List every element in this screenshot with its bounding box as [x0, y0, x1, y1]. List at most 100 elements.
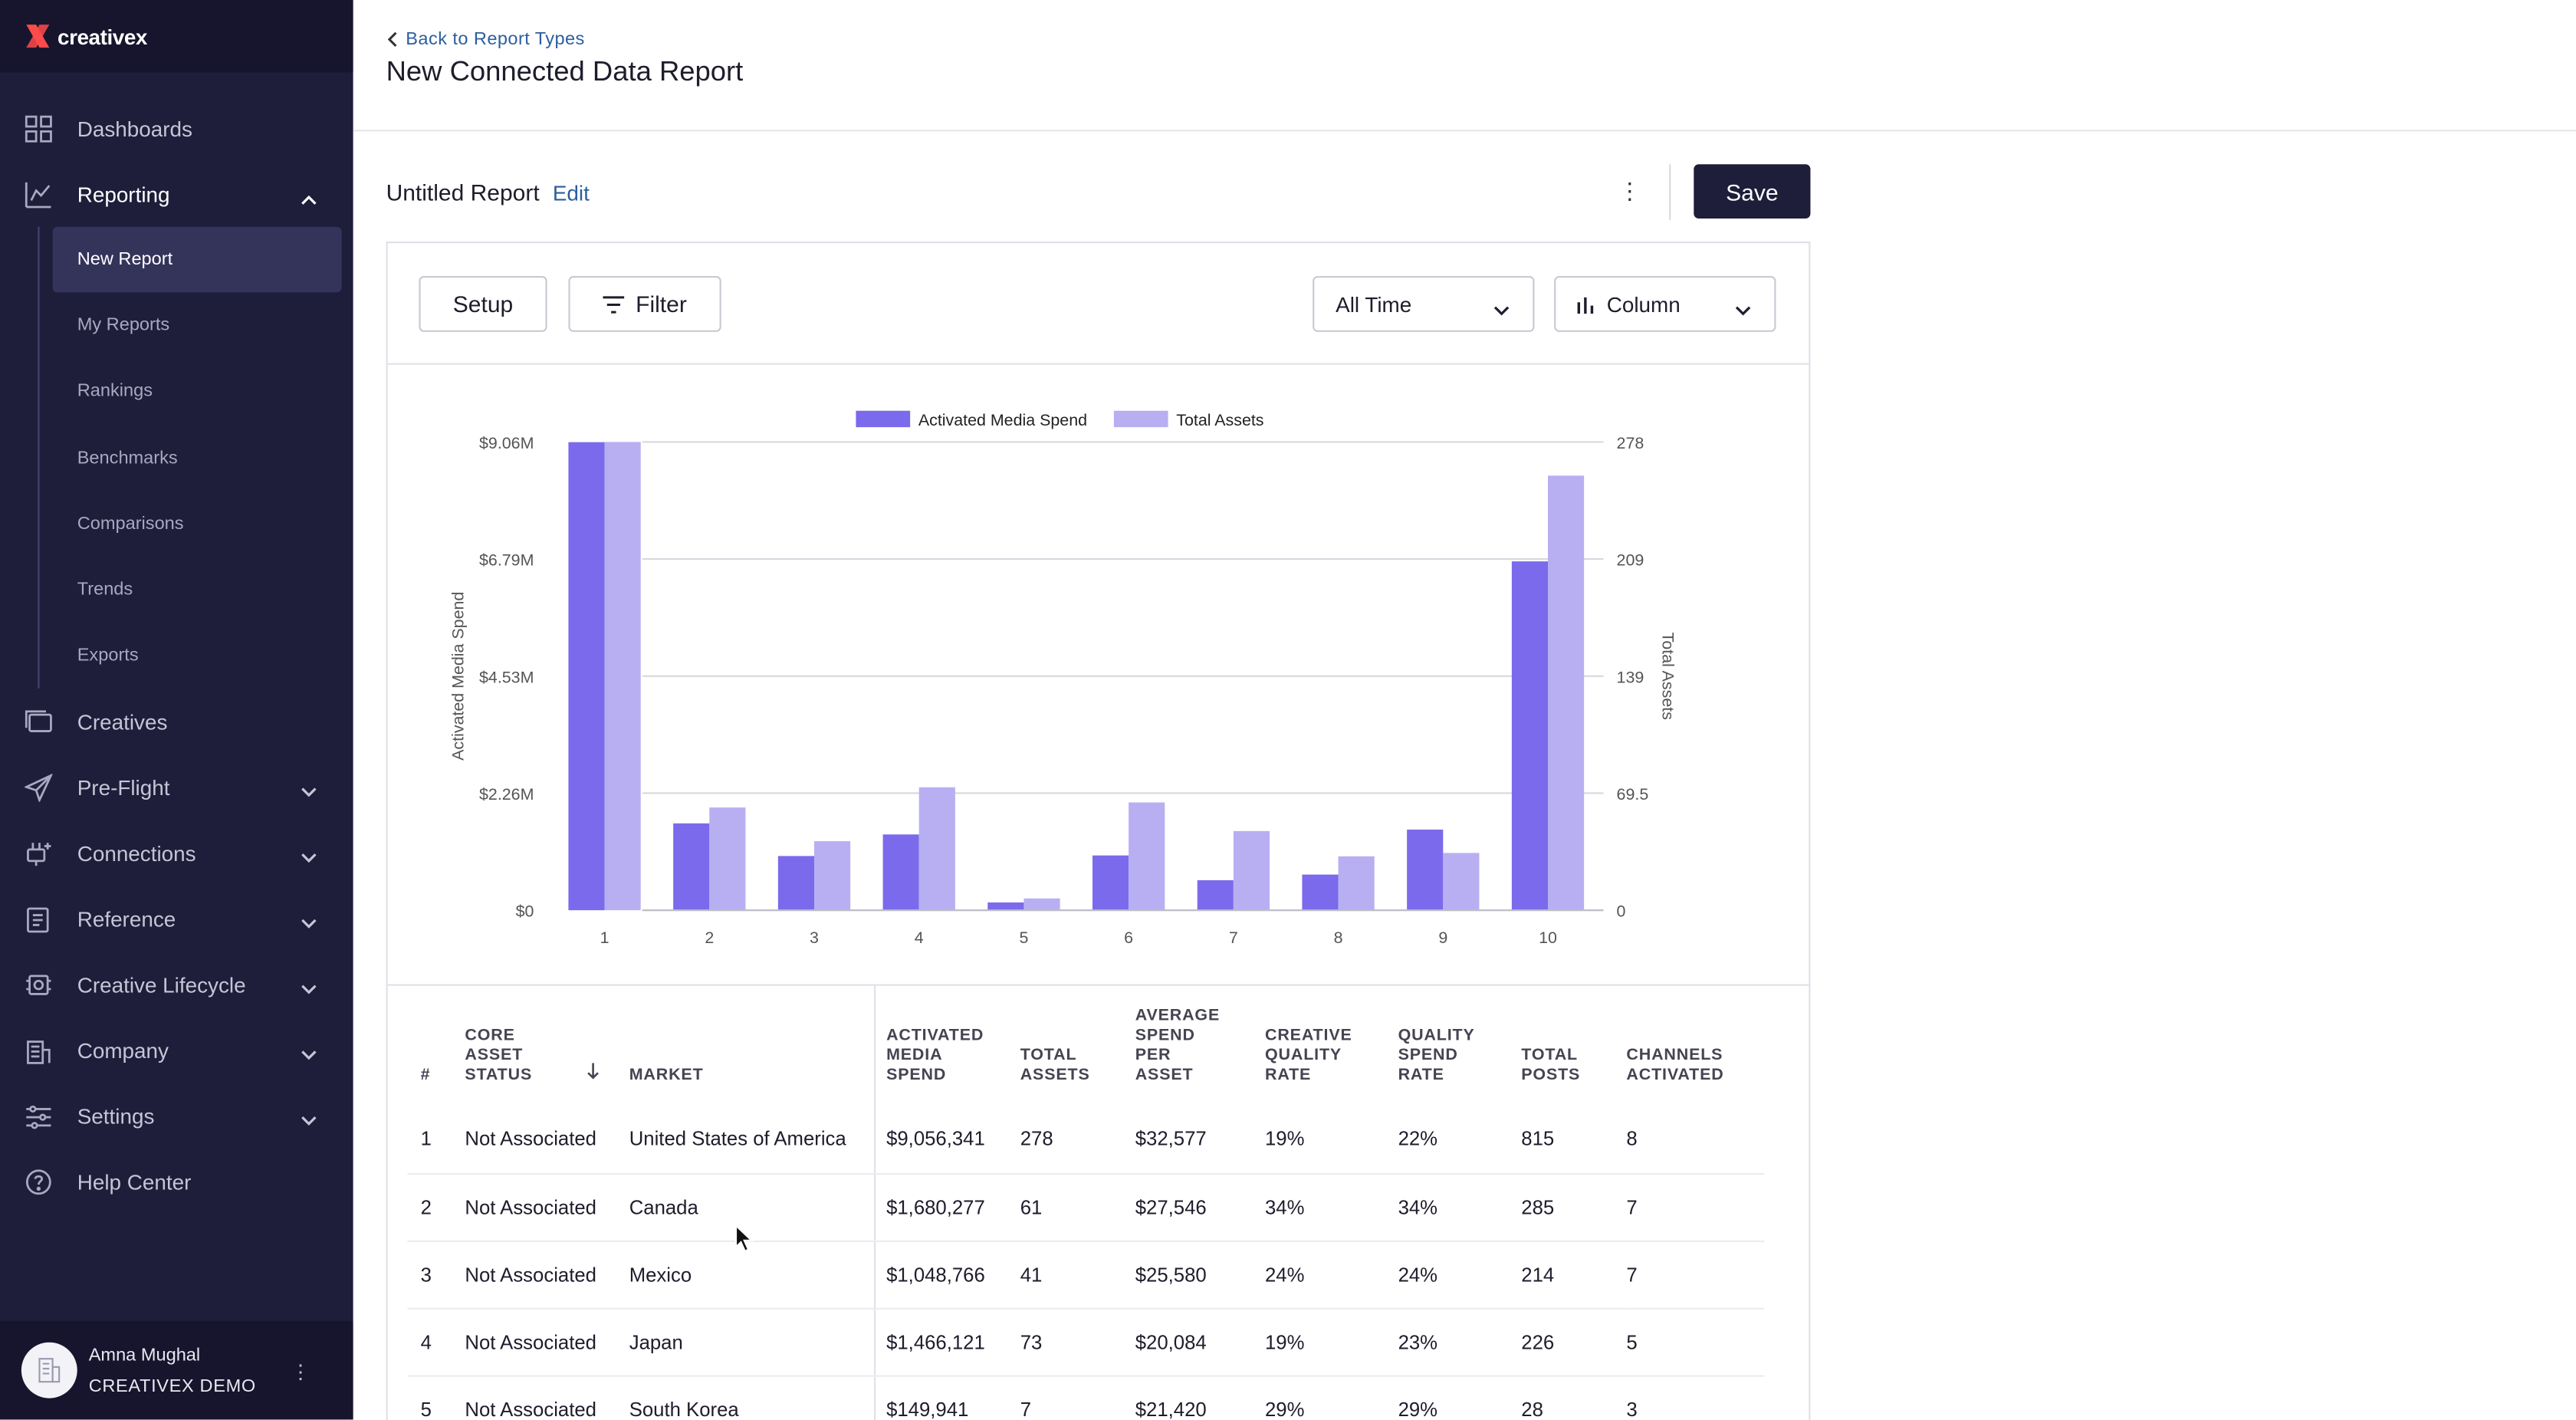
legend-label: Activated Media Spend	[918, 411, 1087, 429]
cell-total-assets: 41	[1020, 1240, 1135, 1309]
cell-total-posts: 815	[1521, 1106, 1627, 1175]
sidebar-item-reporting[interactable]: Reporting	[0, 161, 353, 227]
cell-creative-quality-rate: 19%	[1265, 1106, 1398, 1175]
building-avatar-icon	[38, 1358, 61, 1383]
column-header-label: ACTIVATED MEDIA SPEND	[886, 1027, 984, 1085]
more-options-kebab-icon[interactable]: ⋮	[1618, 177, 1641, 204]
sort-desc-arrow-icon[interactable]	[586, 1063, 600, 1085]
sidebar-item-pre-flight[interactable]: Pre-Flight	[0, 754, 353, 820]
left-axis-title: Activated Media Spend	[449, 592, 467, 761]
column-header-channels-activated[interactable]: CHANNELS ACTIVATED	[1626, 986, 1764, 1106]
bar-activated-media-spend	[1302, 874, 1339, 911]
reporting-chart-icon	[23, 179, 53, 209]
sidebar-item-dashboards[interactable]: Dashboards	[0, 95, 353, 161]
sidebar-sub-my-reports[interactable]: My Reports	[77, 316, 170, 336]
chevron-down-icon	[1493, 297, 1510, 322]
left-axis-tick-label: $2.26M	[479, 785, 534, 804]
table-row[interactable]: 1 Not Associated United States of America $…	[407, 1106, 1765, 1175]
right-axis-title: Total Assets	[1659, 633, 1677, 720]
table-row[interactable]: 2 Not Associated Canada $1,680,277 61 $27,546…	[407, 1173, 1765, 1241]
chart-type-select[interactable]: Column	[1554, 276, 1776, 332]
chevron-down-icon	[301, 911, 317, 935]
cell-total-assets: 278	[1020, 1106, 1135, 1175]
chart-area: $0 0 $2.26M 69.5 $4.53M 139 $6.79M 209 $9.06M 278…	[387, 365, 1809, 986]
column-header-label: CORE ASSET STATUS	[465, 1027, 533, 1085]
edit-report-name-link[interactable]: Edit	[552, 179, 590, 205]
column-header-label: AVERAGE SPEND PER ASSET	[1135, 1007, 1221, 1085]
table-row[interactable]: 4 Not Associated Japan $1,466,121 73 $20,084 1…	[407, 1307, 1765, 1376]
sidebar-sub-new-report[interactable]: New Report	[52, 226, 342, 293]
column-header-core-asset-status[interactable]: CORE ASSET STATUS	[465, 986, 629, 1106]
bar-activated-media-spend	[882, 834, 919, 911]
brand-header[interactable]: creativex	[0, 0, 353, 73]
x-axis-tick-label: 5	[1019, 929, 1028, 947]
report-panel: Setup Filter All Time Column $0 0 $2.26M 69…	[386, 242, 1811, 1420]
user-org: CREATIVEX DEMO	[88, 1376, 256, 1396]
column-header-creative-quality-rate[interactable]: CREATIVE QUALITY RATE	[1265, 986, 1398, 1106]
sidebar-item-company[interactable]: Company	[0, 1017, 353, 1083]
cell-market: Mexico	[629, 1240, 876, 1309]
cell-index: 1	[407, 1106, 465, 1175]
column-header-average-spend-per-asset[interactable]: AVERAGE SPEND PER ASSET	[1135, 986, 1265, 1106]
bar-activated-media-spend	[1197, 880, 1234, 911]
sidebar-item-creative-lifecycle[interactable]: Creative Lifecycle	[0, 952, 353, 1017]
chevron-down-icon	[301, 977, 317, 1001]
sidebar-item-label: Company	[77, 1037, 169, 1063]
cell-index: 4	[407, 1307, 465, 1376]
sidebar-item-label: Dashboards	[77, 116, 192, 141]
sidebar-item-settings[interactable]: Settings	[0, 1083, 353, 1149]
bar-total-assets	[604, 442, 641, 911]
cell-quality-spend-rate: 24%	[1398, 1240, 1522, 1309]
legend-label: Total Assets	[1176, 411, 1263, 429]
cell-core-asset-status: Not Associated	[465, 1307, 629, 1376]
sliders-icon	[23, 1101, 53, 1131]
table-body: 1 Not Associated United States of America $…	[407, 1106, 1765, 1420]
cell-total-posts: 285	[1521, 1173, 1627, 1241]
column-header-label: QUALITY SPEND RATE	[1398, 1027, 1475, 1085]
time-range-select[interactable]: All Time	[1313, 276, 1535, 332]
column-header-total-assets[interactable]: TOTAL ASSETS	[1020, 986, 1135, 1106]
divider	[1669, 164, 1671, 221]
sidebar-item-label: Settings	[77, 1103, 155, 1129]
time-range-value: All Time	[1336, 291, 1412, 317]
lifecycle-icon	[23, 970, 53, 1000]
column-header-quality-spend-rate[interactable]: QUALITY SPEND RATE	[1398, 986, 1522, 1106]
sidebar-sub-exports[interactable]: Exports	[77, 646, 139, 666]
x-axis-tick-label: 10	[1539, 929, 1557, 947]
sidebar-item-connections[interactable]: Connections	[0, 820, 353, 886]
cell-market: United States of America	[629, 1106, 876, 1175]
sidebar-sub-trends[interactable]: Trends	[77, 580, 133, 600]
save-button[interactable]: Save	[1694, 164, 1811, 219]
legend-swatch-total-assets	[1113, 410, 1168, 428]
right-axis-tick-label: 139	[1617, 668, 1644, 686]
sidebar-item-help-center[interactable]: Help Center	[0, 1149, 353, 1215]
right-axis-tick-label: 278	[1617, 434, 1644, 452]
table-row[interactable]: 3 Not Associated Mexico $1,048,766 41 $25,580…	[407, 1240, 1765, 1309]
filter-button-label: Filter	[636, 291, 687, 317]
cell-total-posts: 214	[1521, 1240, 1627, 1309]
sidebar-sub-comparisons[interactable]: Comparisons	[77, 514, 184, 534]
column-header-activated-media-spend[interactable]: ACTIVATED MEDIA SPEND	[874, 986, 1020, 1106]
column-header-total-posts[interactable]: TOTAL POSTS	[1521, 986, 1626, 1106]
creativex-logo-icon	[23, 21, 53, 51]
sidebar-item-label: Reporting	[77, 181, 170, 206]
table-row[interactable]: 5 Not Associated South Korea $149,941 7 $21,4…	[407, 1375, 1765, 1420]
setup-button[interactable]: Setup	[419, 276, 547, 332]
bar-chart-icon	[1577, 296, 1594, 314]
user-menu-kebab-icon[interactable]: ⋮	[291, 1360, 310, 1384]
cell-creative-quality-rate: 34%	[1265, 1173, 1398, 1241]
user-profile[interactable]: Amna Mughal CREATIVEX DEMO ⋮	[0, 1320, 353, 1420]
sidebar-sub-rankings[interactable]: Rankings	[77, 382, 153, 402]
column-header-index[interactable]: #	[420, 1066, 431, 1085]
avatar	[21, 1342, 77, 1399]
column-header-market[interactable]: MARKET	[629, 985, 876, 1106]
filter-button[interactable]: Filter	[568, 276, 721, 332]
sidebar-item-creatives[interactable]: Creatives	[0, 689, 353, 755]
chevron-down-icon	[301, 779, 317, 804]
cell-total-assets: 61	[1020, 1173, 1135, 1241]
dashboard-grid-icon	[23, 113, 53, 143]
sidebar-item-reference[interactable]: Reference	[0, 886, 353, 952]
sidebar-sub-benchmarks[interactable]: Benchmarks	[77, 448, 178, 468]
back-link[interactable]: Back to Report Types	[386, 0, 2576, 49]
bar-total-assets	[1338, 856, 1375, 911]
